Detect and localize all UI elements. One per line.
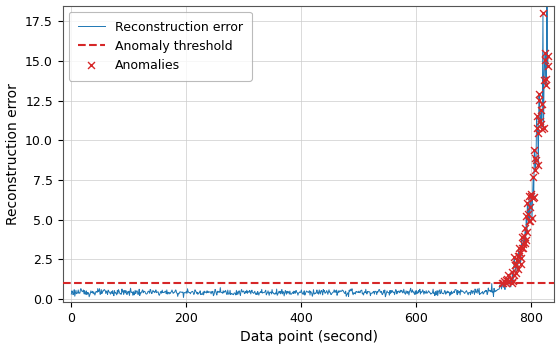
Anomalies [511,262,520,268]
Anomalies [524,212,533,217]
Anomalies [526,194,535,199]
Reconstruction error [207,290,213,294]
Anomalies [540,77,549,83]
Anomalies [512,261,521,267]
Anomalies [508,270,517,275]
Anomalies [529,194,538,199]
Anomalies [541,50,550,56]
Anomalies [521,226,530,231]
Anomalies [514,254,522,259]
Anomalies [516,261,525,267]
Anomalies [529,174,538,180]
Anomalies [515,250,524,255]
Anomalies [502,276,511,281]
Anomalies [524,218,533,224]
Anomalies [519,245,528,251]
Reconstruction error [231,291,237,295]
Anomalies [515,253,524,259]
Anomalies [498,280,507,286]
Anomalies [527,191,536,197]
Anomalies [517,234,526,239]
Anomalies [534,162,543,168]
Anomalies [531,158,540,163]
Anomalies [520,233,529,238]
Anomalies [504,272,513,278]
Anomalies [535,118,544,124]
Line: Reconstruction error: Reconstruction error [71,0,548,298]
Anomalies [533,130,542,136]
Anomalies [530,155,539,160]
Anomalies [507,280,516,286]
Anomalies [544,54,553,59]
Anomalies [540,57,549,63]
Anomalies [500,278,508,284]
Anomalies [525,218,534,224]
Anomalies [522,229,531,235]
Anomalies [520,240,529,246]
Anomalies [514,245,523,250]
Anomalies [528,195,537,201]
Anomalies [532,113,541,119]
Anomalies [538,102,547,107]
Anomalies [501,277,510,282]
Anomalies [533,125,542,131]
Anomalies [522,213,531,219]
Anomalies [534,91,543,97]
Anomalies [539,125,548,131]
Reconstruction error [130,293,137,297]
Anomalies [543,63,552,69]
Anomalies [508,279,517,284]
Anomaly threshold [68,281,74,285]
Anomalies [519,241,528,246]
Reconstruction error [533,114,540,118]
Anomalies [528,215,536,220]
Anomalies [531,168,540,173]
Anomalies [526,204,535,210]
Anomalies [498,280,507,286]
Anomalies [518,245,527,251]
Anomalies [536,121,545,127]
Reconstruction error [518,256,525,260]
Anomalies [536,107,545,112]
Anomalies [523,200,532,206]
Anomalies [507,276,516,282]
Anomalies [542,83,550,88]
Anomalies [521,237,530,243]
Reconstruction error [545,54,552,58]
Anomalies [509,272,518,278]
Reconstruction error [68,292,74,296]
Anomalies [525,194,534,199]
X-axis label: Data point (second): Data point (second) [240,330,377,344]
Anomalies [539,11,548,16]
Anomalies [512,258,521,263]
Anomalies [517,255,526,260]
Reconstruction error [474,287,480,291]
Anomalies [537,126,546,132]
Anomalies [535,97,544,103]
Y-axis label: Reconstruction error: Reconstruction error [6,83,20,225]
Anomalies [513,266,522,272]
Legend: Reconstruction error, Anomaly threshold, Anomalies: Reconstruction error, Anomaly threshold,… [69,12,252,81]
Anomalies [530,147,539,153]
Anomaly threshold [68,281,75,285]
Anomalies [510,262,519,268]
Anomalies [511,270,520,275]
Reconstruction error [180,295,187,300]
Anomalies [510,254,519,260]
Anomalies [542,76,551,81]
Anomalies [502,280,511,286]
